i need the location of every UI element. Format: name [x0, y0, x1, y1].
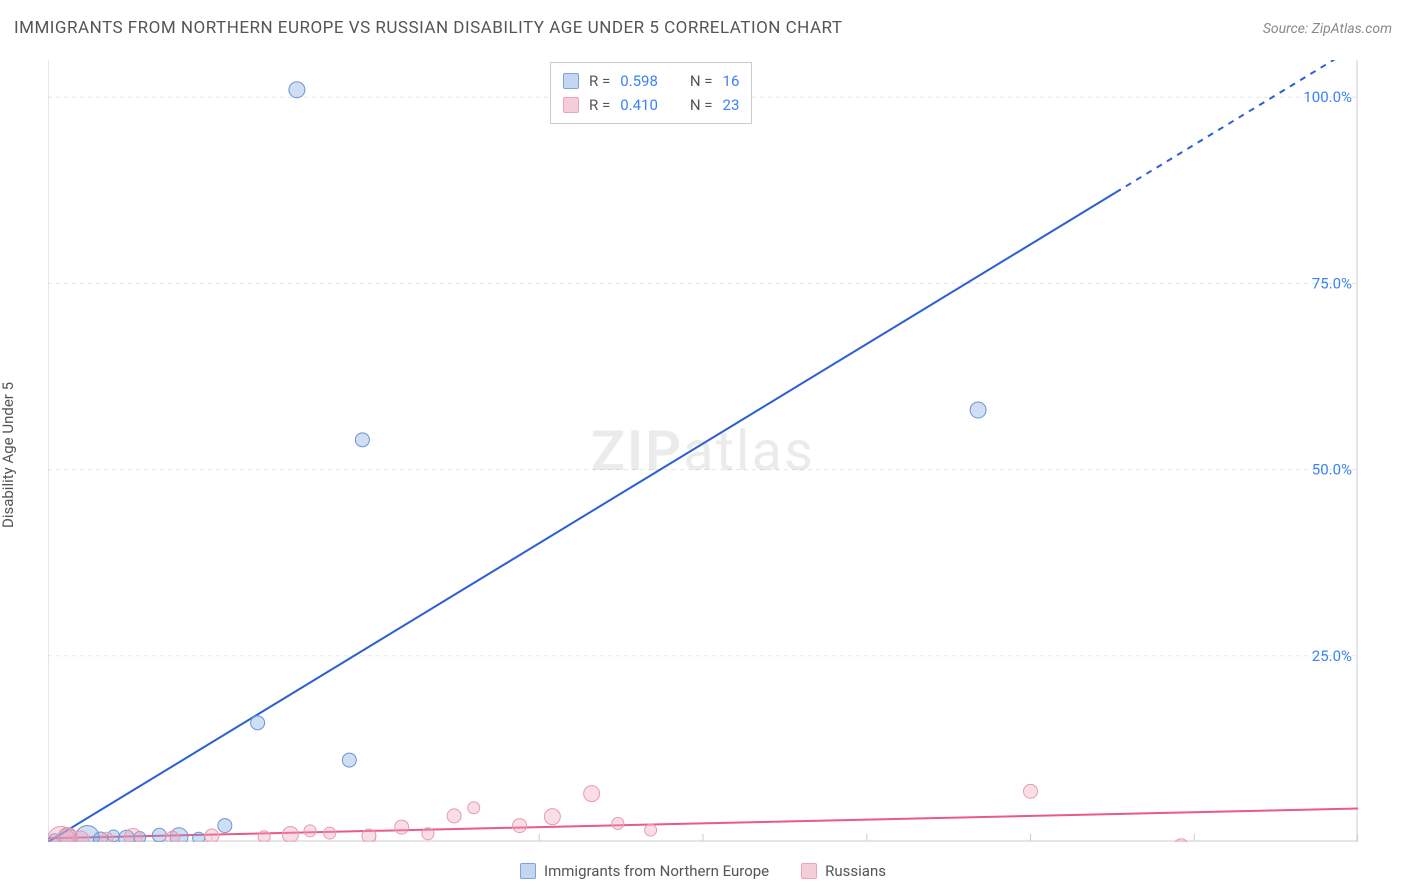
series-legend-entry: Russians	[801, 862, 886, 880]
stats-legend-row: R = 0.410 N = 23	[563, 93, 739, 117]
r-value: 0.410	[620, 93, 658, 117]
legend-swatch	[520, 863, 536, 879]
y-axis-label: Disability Age Under 5	[0, 382, 17, 528]
source-name: ZipAtlas.com	[1312, 21, 1392, 37]
svg-text:50.0%: 50.0%	[1312, 461, 1352, 479]
legend-swatch	[563, 73, 579, 89]
source-credit: Source: ZipAtlas.com	[1263, 21, 1392, 37]
n-label: N =	[690, 93, 713, 117]
n-value: 16	[723, 69, 740, 93]
legend-swatch	[801, 863, 817, 879]
title-bar: IMMIGRANTS FROM NORTHERN EUROPE VS RUSSI…	[14, 18, 1392, 38]
legend-swatch	[563, 97, 579, 113]
n-label: N =	[690, 69, 713, 93]
r-label: R =	[589, 69, 610, 93]
correlation-chart: 25.0%50.0%75.0%100.0%0.0%20.0%	[48, 60, 1358, 842]
svg-text:75.0%: 75.0%	[1312, 274, 1352, 292]
series-legend: Immigrants from Northern Europe Russians	[0, 862, 1406, 880]
series-label: Immigrants from Northern Europe	[544, 862, 769, 880]
svg-text:100.0%: 100.0%	[1303, 88, 1352, 106]
series-legend-entry: Immigrants from Northern Europe	[520, 862, 769, 880]
r-value: 0.598	[620, 69, 658, 93]
stats-legend: R = 0.598 N = 16 R = 0.410 N = 23	[550, 62, 752, 124]
source-prefix: Source:	[1263, 21, 1312, 37]
r-label: R =	[589, 93, 610, 117]
chart-title: IMMIGRANTS FROM NORTHERN EUROPE VS RUSSI…	[14, 18, 843, 38]
plot-area: 25.0%50.0%75.0%100.0%0.0%20.0% ZIPatlas	[48, 60, 1358, 842]
series-label: Russians	[825, 862, 886, 880]
stats-legend-row: R = 0.598 N = 16	[563, 69, 739, 93]
svg-text:25.0%: 25.0%	[1312, 647, 1352, 665]
n-value: 23	[723, 93, 740, 117]
